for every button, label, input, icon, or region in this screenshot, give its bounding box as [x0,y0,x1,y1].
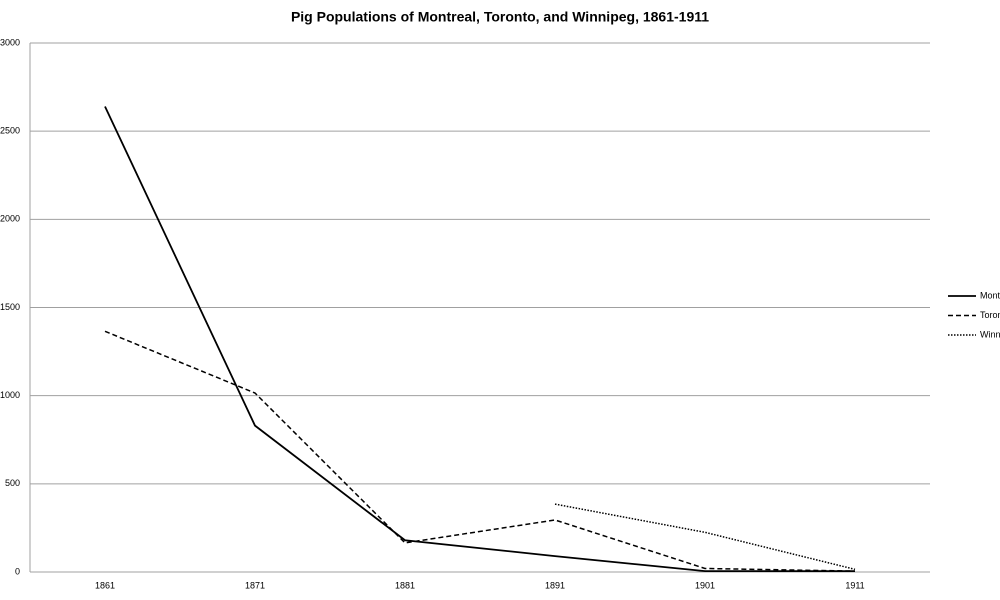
x-tick-label: 1881 [395,580,415,590]
x-tick-label: 1871 [245,580,265,590]
x-tick-label: 1891 [545,580,565,590]
y-tick-label: 3000 [0,37,20,47]
x-tick-label: 1901 [695,580,715,590]
y-tick-label: 0 [15,566,20,576]
legend-label: Montreal [980,290,1000,300]
x-tick-label: 1911 [845,580,864,590]
line-series [104,106,855,573]
legend-label: Winnipeg [980,329,1000,339]
line-series [104,330,856,572]
y-tick-label: 2500 [0,126,20,136]
y-tick-label: 500 [5,478,20,488]
legend-label: Toronto [980,310,1000,320]
y-tick-label: 1500 [0,302,20,312]
line-series [554,503,856,571]
x-tick-label: 1861 [95,580,115,590]
chart-title: Pig Populations of Montreal, Toronto, an… [291,9,709,25]
y-tick-label: 1000 [0,390,20,400]
y-tick-label: 2000 [0,214,20,224]
